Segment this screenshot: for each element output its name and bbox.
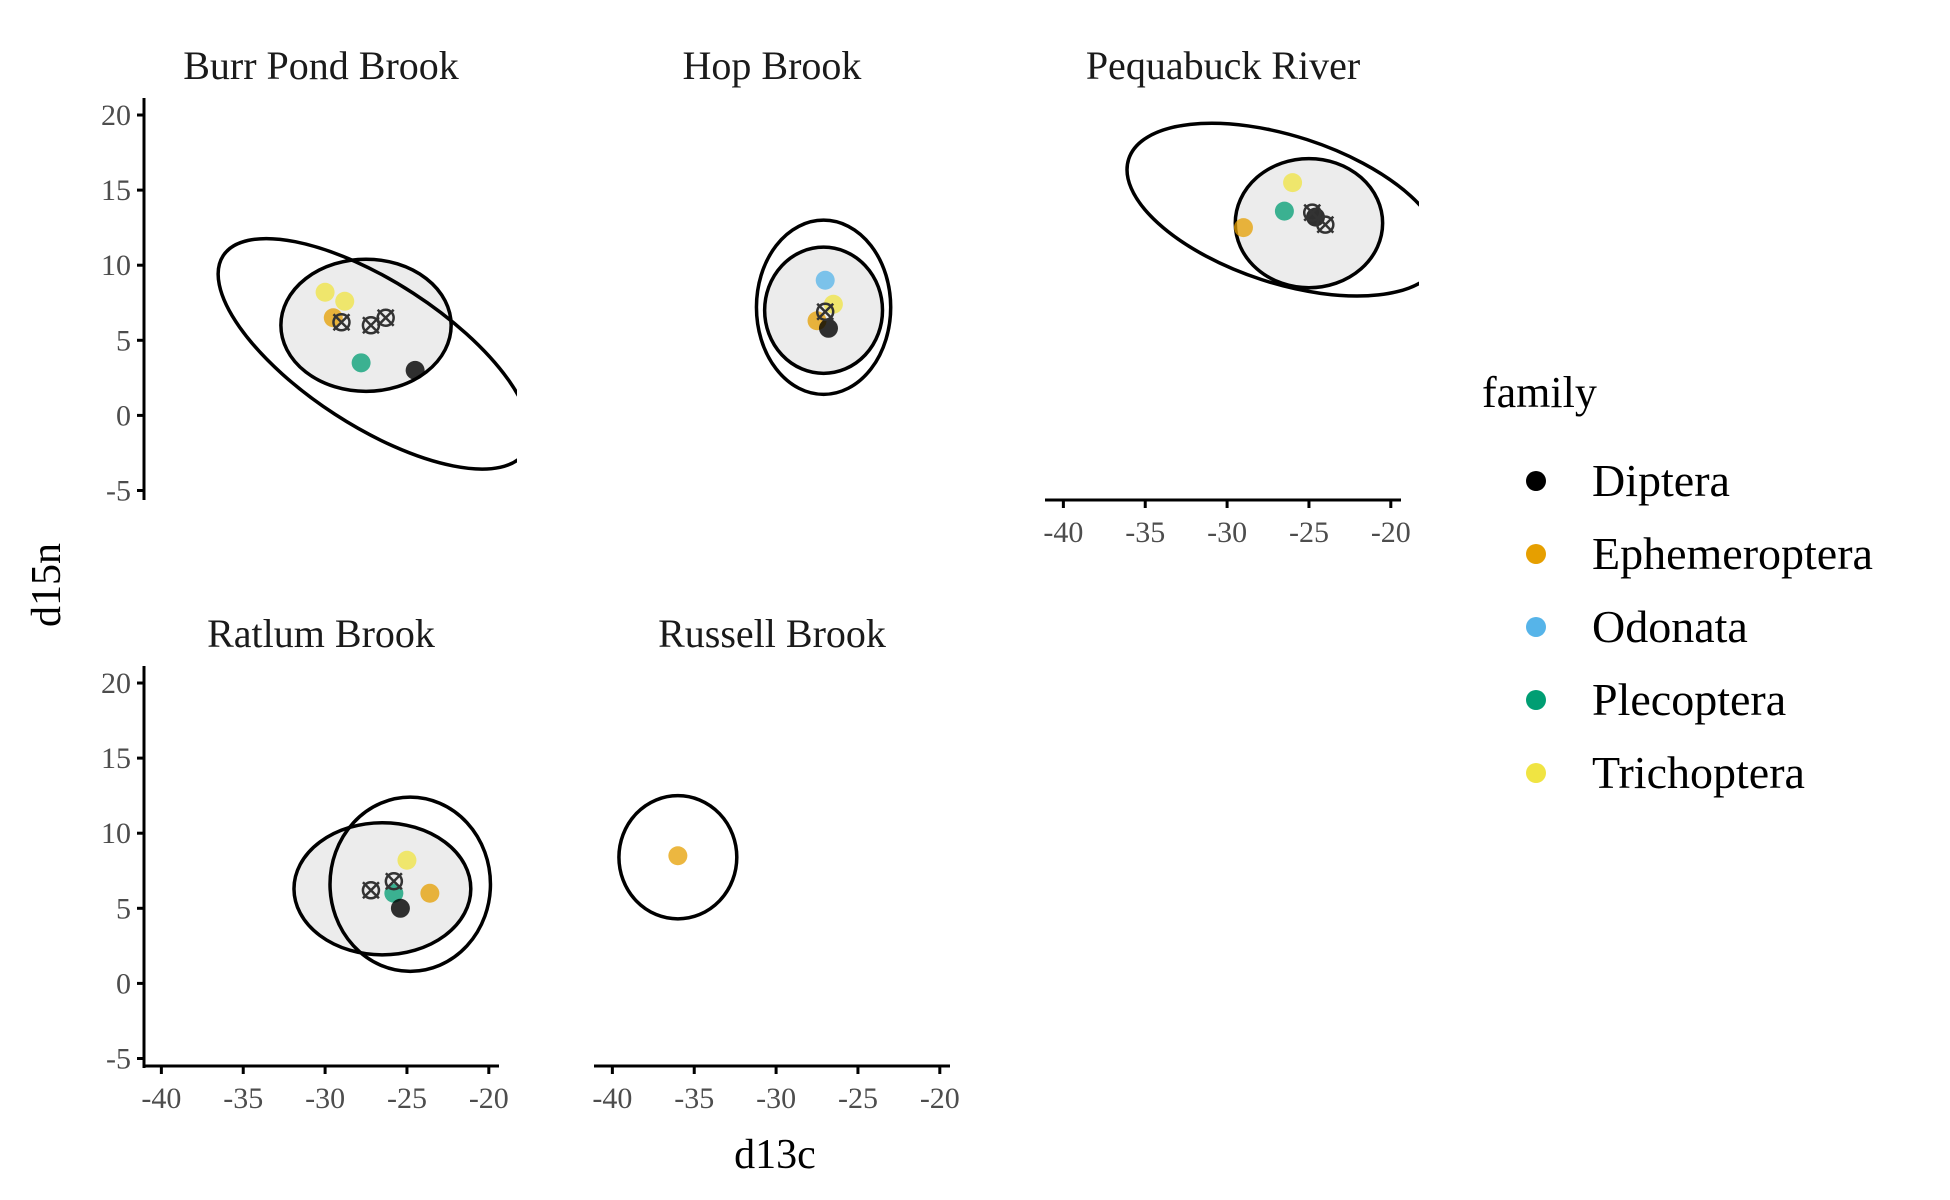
x-axis-title: d13c	[734, 1132, 816, 1178]
plot-area	[617, 793, 739, 921]
total-ellipse	[754, 218, 893, 397]
panel-title: Hop Brook	[683, 43, 862, 88]
legend-label: Plecoptera	[1592, 674, 1786, 725]
point-diptera	[818, 318, 838, 338]
legend-swatch-ephemeroptera	[1526, 544, 1546, 564]
legend-swatch-odonata	[1526, 617, 1546, 637]
y-tick-label: 10	[101, 817, 131, 850]
panel-title: Burr Pond Brook	[183, 43, 459, 88]
point-trichoptera	[335, 291, 355, 311]
total-ellipse	[328, 795, 493, 974]
point-ephemeroptera	[420, 883, 440, 903]
point-trichoptera	[1283, 173, 1303, 193]
total-ellipse	[617, 793, 739, 921]
y-tick-label: 10	[101, 249, 131, 282]
x-tick-label: -20	[1371, 516, 1411, 549]
plot-area	[216, 236, 517, 471]
x-tick-label: -20	[920, 1082, 960, 1115]
centroid-marker	[332, 313, 351, 332]
point-plecoptera	[1274, 201, 1294, 221]
plot-area	[754, 218, 893, 397]
centroid-marker	[361, 881, 381, 900]
centroid-marker	[1316, 215, 1335, 234]
x-tick-label: -30	[305, 1082, 345, 1115]
point-ephemeroptera	[1233, 218, 1253, 238]
x-tick-label: -25	[838, 1082, 878, 1115]
y-tick-label: -5	[106, 474, 131, 507]
panel-hop-brook: Hop Brook	[683, 43, 893, 397]
panel-russell-brook: Russell Brook -40 -35 -30 -25 -20	[592, 611, 959, 1115]
core-ellipse	[279, 257, 453, 394]
y-axis-title: d15n	[24, 543, 70, 627]
panels-layer: Burr Pond Brook -5 0 5 10 15 20 Hop Brook Pequab…	[101, 43, 1419, 1115]
panel-title: Russell Brook	[658, 611, 886, 656]
x-tick-label: -35	[223, 1082, 263, 1115]
y-tick-label: 15	[101, 742, 131, 775]
x-tick-label: -30	[756, 1082, 796, 1115]
x-tick-label: -30	[1207, 516, 1247, 549]
point-diptera	[390, 898, 410, 918]
y-tick-label: -5	[106, 1042, 131, 1075]
panel-ratlum-brook: Ratlum Brook -5 0 5 10 15 20 -40 -35 -30 -25 -20	[101, 611, 509, 1115]
y-tick-label: 5	[116, 892, 131, 925]
legend: family Diptera Ephemeroptera Odonata Plecop…	[1482, 368, 1873, 798]
centroid-marker	[384, 872, 404, 891]
plot-area	[1125, 121, 1419, 298]
legend-title: family	[1482, 368, 1597, 417]
x-tick-label: -40	[592, 1082, 632, 1115]
x-tick-label: -20	[469, 1082, 509, 1115]
point-ephemeroptera	[668, 846, 688, 866]
point-odonata	[815, 270, 835, 290]
panel-pequabuck-river: Pequabuck River -40 -35 -30 -25 -20	[1043, 43, 1419, 549]
y-tick-label: 20	[101, 667, 131, 700]
x-tick-label: -40	[141, 1082, 181, 1115]
centroid-marker	[376, 308, 395, 328]
legend-label: Diptera	[1592, 455, 1730, 506]
legend-label: Trichoptera	[1592, 747, 1805, 798]
point-trichoptera	[397, 850, 417, 870]
y-tick-label: 0	[116, 967, 131, 1000]
legend-label: Ephemeroptera	[1592, 528, 1873, 579]
y-tick-label: 20	[101, 99, 131, 132]
legend-swatch-diptera	[1526, 471, 1546, 491]
y-tick-label: 0	[116, 399, 131, 432]
legend-swatch-plecoptera	[1526, 690, 1546, 710]
point-diptera	[405, 360, 425, 380]
point-trichoptera	[315, 282, 335, 302]
centroid-marker	[815, 302, 835, 322]
total-ellipse	[216, 236, 517, 471]
panel-title: Ratlum Brook	[207, 611, 435, 656]
y-tick-label: 5	[116, 324, 131, 357]
x-tick-label: -35	[1125, 516, 1165, 549]
panel-title: Pequabuck River	[1086, 43, 1360, 88]
x-tick-label: -35	[674, 1082, 714, 1115]
plot-area	[292, 795, 493, 974]
x-tick-label: -40	[1043, 516, 1083, 549]
legend-swatch-trichoptera	[1526, 763, 1546, 783]
point-plecoptera	[351, 353, 371, 373]
x-tick-label: -25	[1289, 516, 1329, 549]
core-ellipse	[292, 820, 473, 957]
total-ellipse	[1125, 121, 1419, 298]
point-ephemeroptera	[323, 308, 343, 328]
x-tick-label: -25	[387, 1082, 427, 1115]
panel-burr-pond-brook: Burr Pond Brook -5 0 5 10 15 20	[101, 43, 517, 507]
y-tick-label: 15	[101, 174, 131, 207]
legend-label: Odonata	[1592, 601, 1748, 652]
